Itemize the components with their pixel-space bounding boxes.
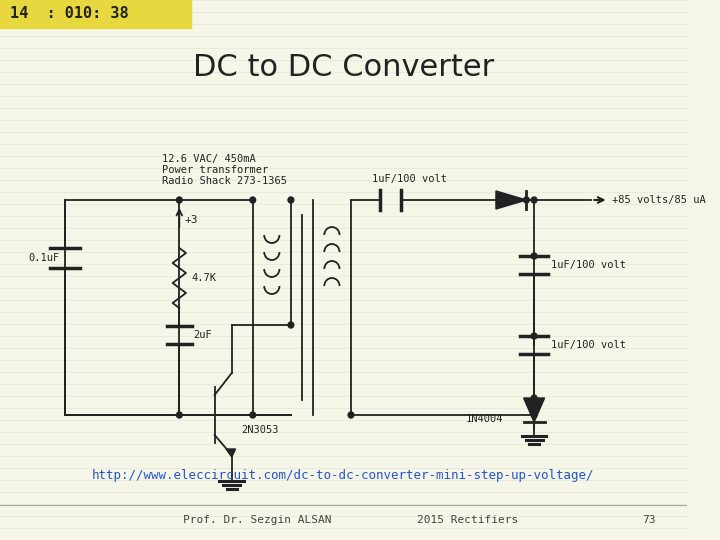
Text: 0.1uF: 0.1uF [29,253,60,263]
Text: Radio Shack 273-1365: Radio Shack 273-1365 [162,176,287,186]
Bar [0,0,191,28]
Polygon shape [226,449,235,457]
Text: Power transformer: Power transformer [162,165,269,175]
Polygon shape [523,398,544,422]
Polygon shape [496,191,526,209]
Circle shape [531,395,537,401]
Text: +3: +3 [184,215,197,225]
Text: 12.6 VAC/ 450mA: 12.6 VAC/ 450mA [162,154,256,164]
Circle shape [348,412,354,418]
Circle shape [531,253,537,259]
Circle shape [176,197,182,203]
Text: http://www.eleccircuit.com/dc-to-dc-converter-mini-step-up-voltage/: http://www.eleccircuit.com/dc-to-dc-conv… [92,469,595,482]
Circle shape [288,322,294,328]
Circle shape [250,197,256,203]
Circle shape [250,412,256,418]
Circle shape [531,197,537,203]
Text: 1uF/100 volt: 1uF/100 volt [552,260,626,270]
Circle shape [531,333,537,339]
Circle shape [531,412,537,418]
Text: 73: 73 [642,515,655,525]
Text: 1uF/100 volt: 1uF/100 volt [372,174,447,184]
Text: 2N3053: 2N3053 [241,425,279,435]
Circle shape [176,412,182,418]
Circle shape [523,197,529,203]
Text: 14  : 010: 38: 14 : 010: 38 [9,6,128,22]
Text: Prof. Dr. Sezgin ALSAN: Prof. Dr. Sezgin ALSAN [184,515,332,525]
Text: 2uF: 2uF [194,330,212,340]
Text: +85 volts/85 uA: +85 volts/85 uA [612,195,706,205]
Text: 1uF/100 volt: 1uF/100 volt [552,340,626,350]
Circle shape [288,197,294,203]
Text: DC to DC Converter: DC to DC Converter [193,53,494,83]
Text: 2015 Rectifiers: 2015 Rectifiers [417,515,518,525]
Text: 4.7K: 4.7K [192,273,217,283]
Text: 1N4004: 1N4004 [465,414,503,424]
